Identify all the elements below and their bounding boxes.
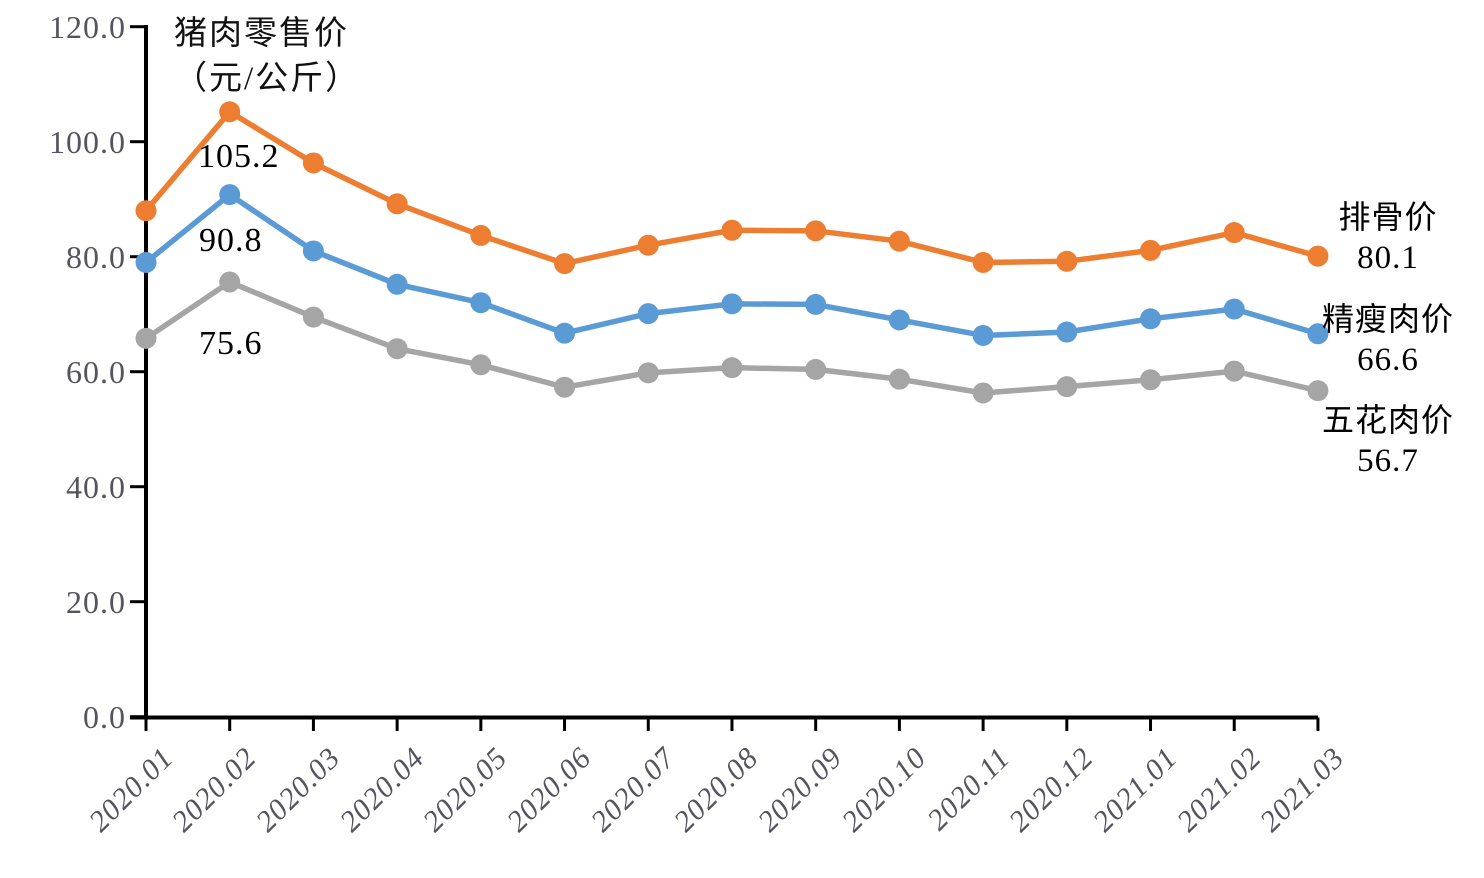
data-label-peak-ribs: 105.2 bbox=[198, 138, 280, 175]
data-point bbox=[386, 193, 408, 215]
data-point bbox=[135, 327, 157, 349]
data-point bbox=[888, 309, 910, 331]
chart-title-line1: 猪肉零售价 bbox=[174, 16, 349, 52]
data-point bbox=[1223, 298, 1245, 320]
chart-title-unit: （元/公斤） bbox=[174, 61, 361, 97]
data-label-peak-lean-meat: 90.8 bbox=[199, 222, 263, 259]
data-point bbox=[721, 219, 743, 241]
data-point bbox=[1307, 245, 1329, 267]
data-point bbox=[302, 152, 324, 174]
series-end-value-lean-meat: 66.6 bbox=[1357, 342, 1419, 378]
data-point bbox=[888, 230, 910, 252]
data-point bbox=[637, 362, 659, 384]
data-point bbox=[1223, 360, 1245, 382]
data-point bbox=[1140, 369, 1162, 391]
data-point bbox=[1056, 321, 1078, 343]
data-point bbox=[386, 273, 408, 295]
data-point bbox=[805, 220, 827, 242]
data-point bbox=[1056, 376, 1078, 398]
data-point bbox=[302, 306, 324, 328]
data-point bbox=[1307, 380, 1329, 402]
data-point bbox=[805, 358, 827, 380]
data-point bbox=[1140, 308, 1162, 330]
y-tick-label: 20.0 bbox=[66, 583, 126, 620]
y-tick-label: 80.0 bbox=[66, 238, 126, 275]
data-point bbox=[637, 303, 659, 325]
data-point bbox=[888, 368, 910, 390]
data-point bbox=[554, 253, 576, 275]
data-point bbox=[972, 324, 994, 346]
data-label-peak-pork-belly: 75.6 bbox=[199, 325, 263, 362]
chart-title: 猪肉零售价 （元/公斤） bbox=[174, 12, 360, 102]
y-tick-label: 60.0 bbox=[66, 353, 126, 390]
series-end-label-lean-meat: 精瘦肉价 66.6 bbox=[1288, 299, 1484, 381]
data-point bbox=[554, 376, 576, 398]
data-point bbox=[554, 322, 576, 344]
data-point bbox=[1307, 323, 1329, 345]
series-line-0 bbox=[143, 109, 1321, 267]
series-name-ribs: 排骨价 bbox=[1338, 199, 1438, 235]
data-point bbox=[1223, 222, 1245, 244]
data-point bbox=[721, 357, 743, 379]
data-point bbox=[1056, 250, 1078, 272]
data-point bbox=[302, 240, 324, 262]
y-tick-label: 0.0 bbox=[83, 698, 126, 735]
data-point bbox=[219, 271, 241, 293]
data-point bbox=[972, 382, 994, 404]
data-point bbox=[386, 338, 408, 360]
series-end-label-ribs: 排骨价 80.1 bbox=[1288, 197, 1484, 279]
data-point bbox=[637, 234, 659, 256]
series-end-value-ribs: 80.1 bbox=[1357, 240, 1419, 276]
data-point bbox=[219, 101, 241, 123]
data-point bbox=[721, 293, 743, 315]
series-name-lean-meat: 精瘦肉价 bbox=[1321, 301, 1454, 337]
data-point bbox=[219, 184, 241, 206]
y-tick-label: 100.0 bbox=[49, 123, 126, 160]
series-end-label-pork-belly: 五花肉价 56.7 bbox=[1288, 400, 1484, 482]
data-point bbox=[470, 224, 492, 246]
data-point bbox=[805, 293, 827, 315]
data-point bbox=[1140, 239, 1162, 261]
data-point bbox=[135, 251, 157, 273]
data-point bbox=[135, 200, 157, 222]
data-point bbox=[470, 354, 492, 376]
data-point bbox=[470, 292, 492, 314]
series-end-value-pork-belly: 56.7 bbox=[1357, 443, 1419, 479]
data-point bbox=[972, 251, 994, 273]
series-name-pork-belly: 五花肉价 bbox=[1321, 402, 1454, 438]
y-tick-label: 40.0 bbox=[66, 468, 126, 505]
y-tick-label: 120.0 bbox=[49, 8, 126, 45]
